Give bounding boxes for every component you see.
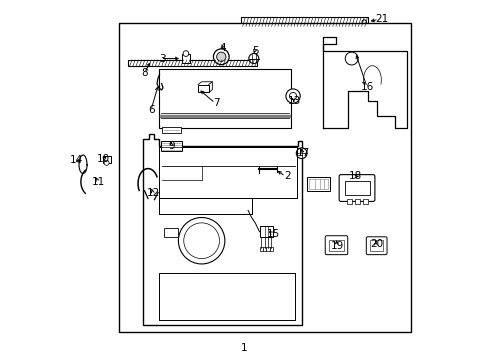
Bar [164, 228, 178, 237]
Bar [354, 199, 360, 204]
Text: 11: 11 [91, 177, 104, 187]
Bar [119, 23, 410, 332]
Text: 8: 8 [141, 68, 147, 78]
Bar [162, 127, 181, 133]
Bar [259, 247, 263, 251]
Bar [241, 18, 367, 26]
FancyBboxPatch shape [366, 237, 386, 255]
Bar [102, 157, 110, 163]
FancyBboxPatch shape [325, 236, 347, 255]
Text: 10: 10 [97, 154, 110, 163]
Text: 19: 19 [330, 241, 343, 251]
Text: 9: 9 [167, 141, 174, 151]
Text: 13: 13 [287, 96, 301, 107]
Text: 15: 15 [266, 229, 279, 239]
Circle shape [289, 93, 296, 100]
Bar [182, 54, 189, 63]
Bar [344, 181, 369, 195]
Circle shape [248, 54, 258, 64]
Text: 14: 14 [70, 156, 83, 165]
Bar [159, 69, 290, 128]
Text: 4: 4 [219, 43, 226, 53]
Circle shape [178, 217, 224, 264]
Polygon shape [142, 134, 301, 325]
Bar [259, 226, 272, 237]
Text: 6: 6 [148, 105, 155, 115]
Bar [263, 247, 266, 251]
Circle shape [296, 148, 306, 158]
Text: 16: 16 [360, 82, 374, 92]
Bar [160, 141, 182, 152]
Bar [308, 179, 328, 189]
Text: 7: 7 [212, 98, 219, 108]
Circle shape [345, 52, 357, 65]
Bar [363, 199, 367, 204]
Text: 18: 18 [348, 171, 361, 181]
Bar [328, 240, 344, 251]
Bar [346, 199, 352, 204]
Circle shape [361, 20, 366, 24]
Text: 17: 17 [296, 148, 309, 158]
Text: 20: 20 [369, 239, 383, 249]
Bar [266, 247, 269, 251]
FancyBboxPatch shape [339, 175, 374, 202]
Text: 12: 12 [146, 188, 160, 198]
Bar [198, 85, 208, 93]
Text: 3: 3 [159, 54, 165, 64]
Bar [269, 247, 272, 251]
Text: 1: 1 [241, 343, 247, 353]
Bar [369, 240, 383, 251]
Circle shape [216, 52, 225, 62]
Circle shape [183, 51, 188, 57]
Text: 21: 21 [375, 14, 388, 24]
Circle shape [213, 49, 229, 64]
Circle shape [183, 223, 219, 258]
Text: 5: 5 [251, 46, 258, 57]
Bar [128, 60, 257, 66]
Bar [306, 177, 329, 191]
Circle shape [285, 89, 300, 103]
Circle shape [104, 160, 109, 165]
Text: 2: 2 [284, 171, 290, 181]
